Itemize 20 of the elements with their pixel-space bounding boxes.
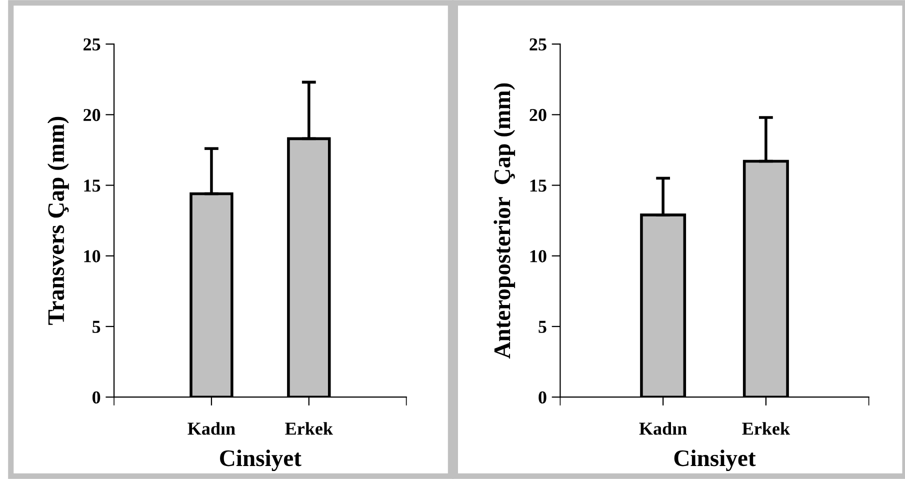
y-tick-label: 20 xyxy=(84,108,100,122)
x-tick-label: Kadın xyxy=(639,422,687,435)
y-tick-label: 10 xyxy=(84,250,100,262)
x-tick-label: Erkek xyxy=(742,422,790,435)
x-axis-title: Cinsiyet xyxy=(674,450,756,472)
y-tick-label: 10 xyxy=(530,250,546,262)
y-tick-label: 20 xyxy=(530,108,546,122)
x-tick-label: Erkek xyxy=(285,422,333,435)
y-tick-label: 5 xyxy=(92,320,100,333)
y-tick-label: 0 xyxy=(92,391,100,404)
y-tick-label: 15 xyxy=(84,180,100,192)
x-tick-label: Kadın xyxy=(188,422,236,435)
y-tick-label: 15 xyxy=(530,180,546,192)
y-tick-label: 25 xyxy=(530,38,546,51)
y-axis-title: Transvers Çap (mm) xyxy=(47,116,69,325)
x-axis-title: Cinsiyet xyxy=(220,450,302,472)
y-tick-label: 5 xyxy=(538,320,546,333)
y-axis-title: Anteroposterior Çap (mm) xyxy=(494,83,516,359)
y-tick-label: 0 xyxy=(538,391,546,404)
y-tick-label: 25 xyxy=(84,38,100,51)
